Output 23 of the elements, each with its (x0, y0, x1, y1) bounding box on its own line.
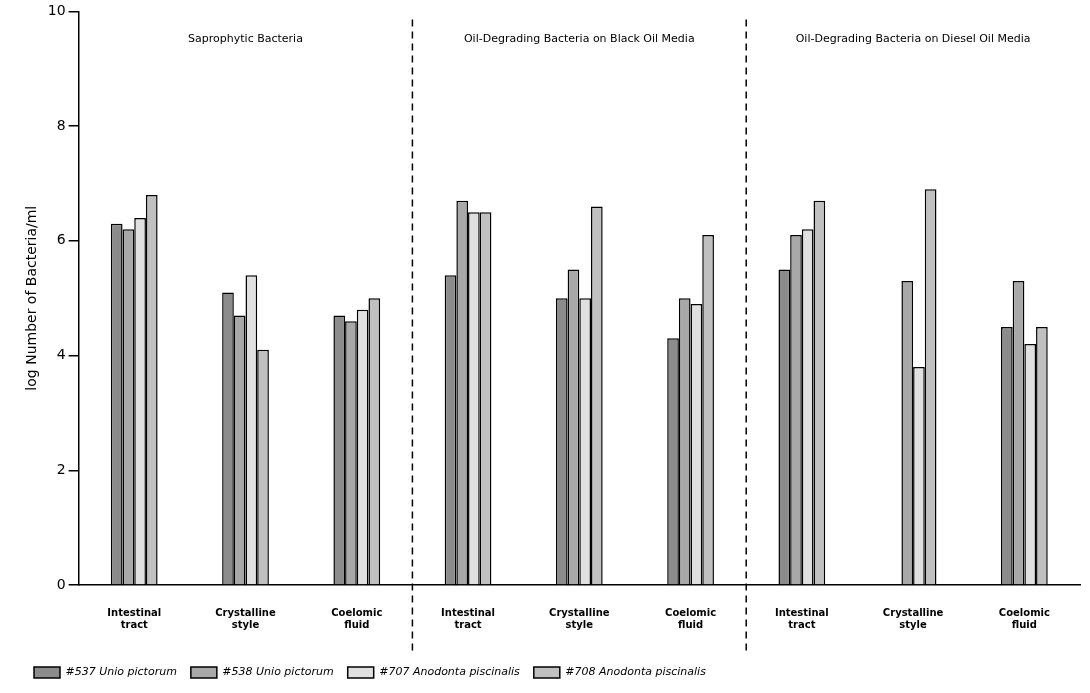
x-tick-label: Intestinal tract (441, 606, 495, 630)
legend-label: #708 Anodonta piscinalis (565, 665, 707, 679)
x-tick-label: Coelomic fluid (998, 606, 1050, 630)
x-tick-label: Crystalline style (882, 606, 944, 630)
annotation: Oil-Degrading Bacteria on Black Oil Media (463, 32, 695, 46)
x-tick-label: Intestinal tract (107, 606, 162, 630)
legend-label: #537 Unio pictorum (65, 665, 177, 679)
x-tick-label: Crystalline style (215, 606, 276, 630)
x-tick-label: Coelomic fluid (665, 606, 717, 630)
y-tick-label: 4 (56, 346, 66, 363)
legend-label: #707 Anodonta piscinalis (379, 665, 521, 679)
x-tick-label: Coelomic fluid (331, 606, 383, 630)
x-tick-label: Intestinal tract (774, 606, 829, 630)
annotation: Saprophytic Bacteria (188, 32, 303, 46)
y-axis-title: log Number of Bacteria/ml (23, 205, 40, 391)
y-tick-label: 0 (56, 575, 66, 592)
x-tick-label: Crystalline style (549, 606, 610, 630)
y-tick-label: 8 (56, 116, 66, 133)
y-tick-label: 6 (56, 231, 66, 248)
legend-label: #538 Unio pictorum (222, 665, 334, 679)
annotation: Oil-Degrading Bacteria on Diesel Oil Media (795, 32, 1031, 46)
y-tick-label: 2 (56, 460, 66, 477)
y-tick-label: 10 (47, 2, 66, 19)
